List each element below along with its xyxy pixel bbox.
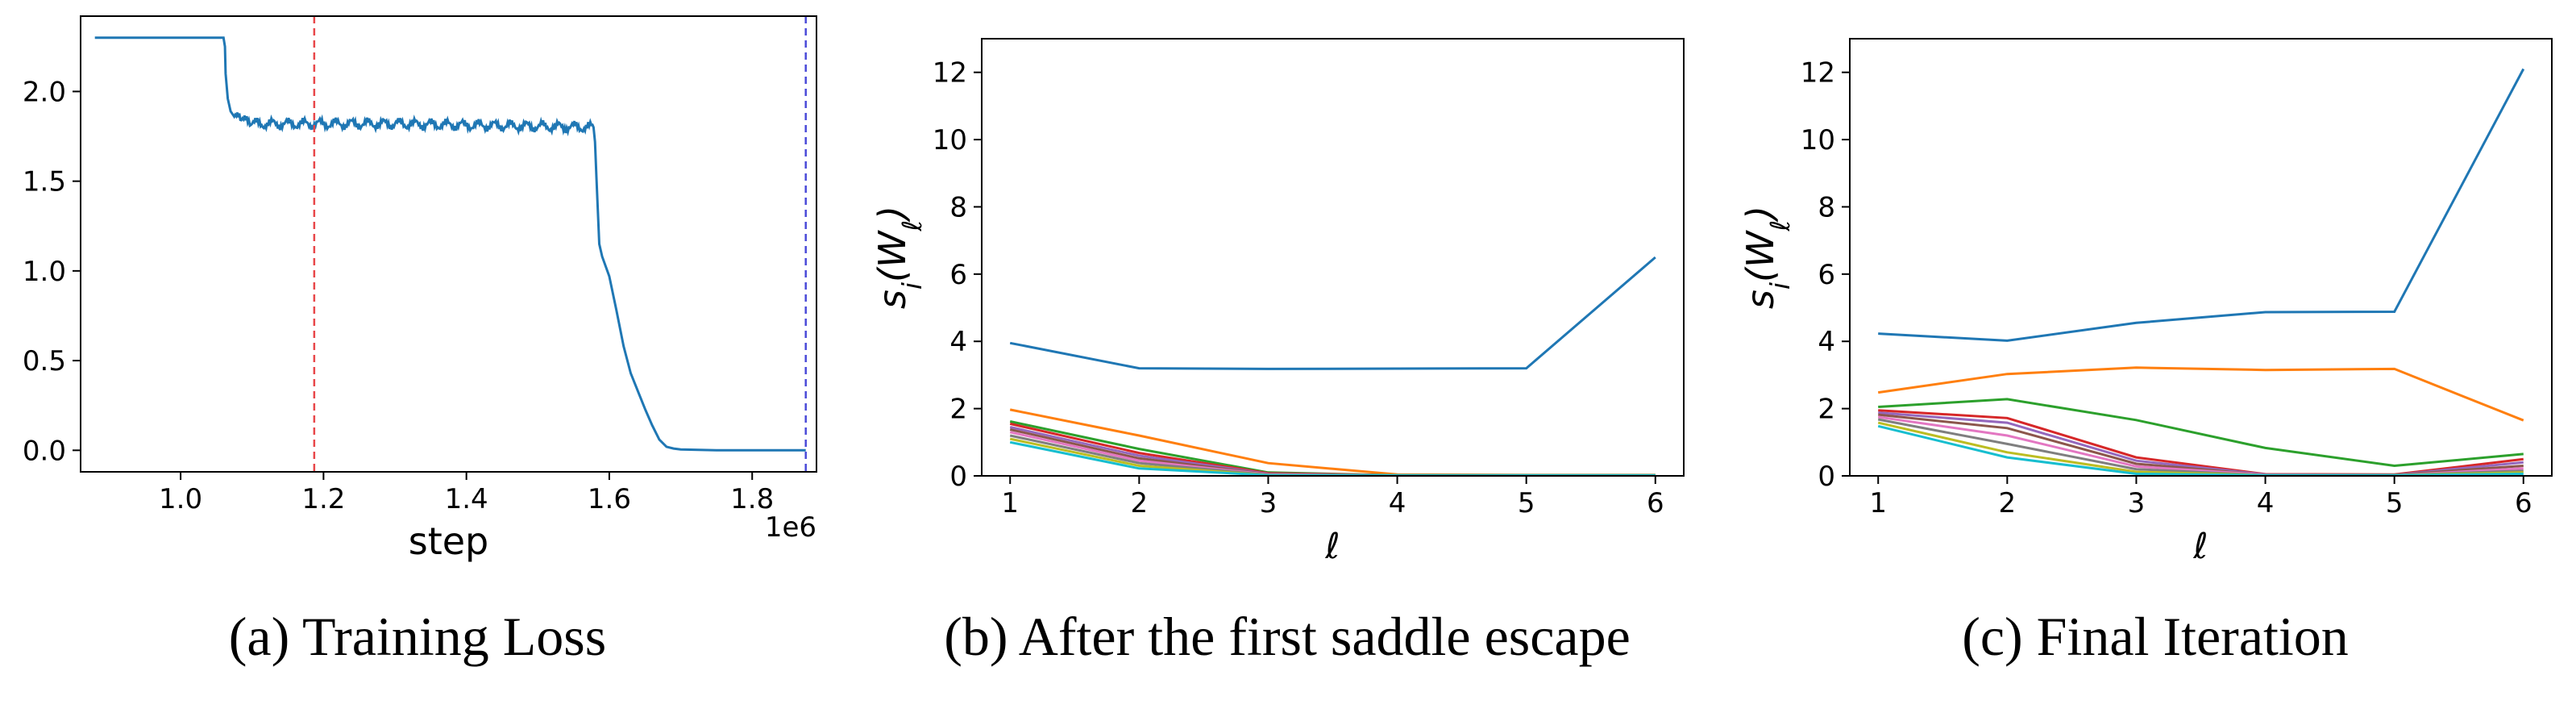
y-tick-label: 10: [933, 124, 967, 156]
series-line-10: [1877, 424, 2524, 477]
x-tick-label: 2: [1999, 487, 2017, 519]
y-tick-label: 0.0: [23, 435, 66, 467]
series-group: [94, 36, 806, 452]
series-line-1: [94, 36, 806, 452]
x-tick-label: 2: [1131, 487, 1149, 519]
y-tick-label: 1.0: [23, 256, 66, 288]
y-tick-label: 8: [1818, 191, 1835, 223]
x-tick-label: 5: [1518, 487, 1535, 519]
y-tick-label: 0: [1818, 461, 1835, 493]
panel-caption: (a) Training Loss: [229, 606, 606, 667]
x-axis-label: ℓ: [2192, 526, 2208, 567]
series-line-3: [1878, 398, 2524, 468]
x-tick-label: 4: [1389, 487, 1406, 519]
y-axis-label: si(Wℓ): [870, 206, 928, 309]
x-tick-label: 1: [1001, 487, 1019, 519]
panel-caption: (b) After the first saddle escape: [944, 606, 1631, 667]
y-axis-label: si(Wℓ): [1739, 206, 1796, 309]
x-tick-label: 1.0: [159, 483, 202, 515]
y-tick-label: 8: [949, 191, 967, 223]
x-tick-label: 3: [1260, 487, 1278, 519]
plot-frame: [981, 38, 1685, 477]
series-group: [1009, 256, 1656, 477]
y-tick-label: 1.5: [23, 166, 66, 198]
series-line-2: [1877, 366, 2524, 422]
y-tick-label: 0: [949, 461, 967, 493]
y-tick-label: 0.5: [23, 345, 66, 377]
x-tick-label: 1: [1869, 487, 1887, 519]
x-tick-label: 5: [2386, 487, 2404, 519]
plot-frame: [80, 15, 817, 473]
y-tick-label: 2: [949, 394, 967, 426]
panel-1: 1.0 1.2 1.4 1.6 1.8 0.0 0.5 1.0 1.5 2.0 step 1e6 (a)…: [23, 15, 817, 667]
x-tick-label: 6: [1647, 487, 1664, 519]
x-tick-label: 1.6: [588, 483, 631, 515]
series-group: [1877, 68, 2525, 477]
y-tick-label: 4: [1818, 326, 1835, 358]
y-tick-label: 4: [949, 326, 967, 358]
x-axis-label: step: [409, 519, 489, 563]
panel-caption: (c) Final Iteration: [1962, 606, 2349, 667]
y-tick-label: 12: [933, 57, 967, 90]
x-axis-label: ℓ: [1324, 526, 1340, 567]
x-tick-label: 1.2: [301, 483, 345, 515]
x-tick-label: 1.8: [730, 483, 774, 515]
y-tick-label: 6: [949, 259, 967, 291]
x-tick-label: 6: [2515, 487, 2532, 519]
y-tick-label: 6: [1818, 259, 1835, 291]
x-offset-text: 1e6: [765, 511, 816, 544]
series-line-1: [1878, 68, 2525, 342]
y-tick-label: 10: [1801, 124, 1835, 156]
y-tick-label: 2.0: [23, 76, 66, 108]
x-tick-label: 4: [2257, 487, 2275, 519]
x-tick-label: 3: [2128, 487, 2146, 519]
y-tick-label: 2: [1818, 394, 1835, 426]
x-tick-label: 1.4: [445, 483, 488, 515]
y-tick-label: 12: [1801, 57, 1835, 90]
plot-frame: [1849, 38, 2553, 477]
series-line-1: [1009, 256, 1656, 370]
